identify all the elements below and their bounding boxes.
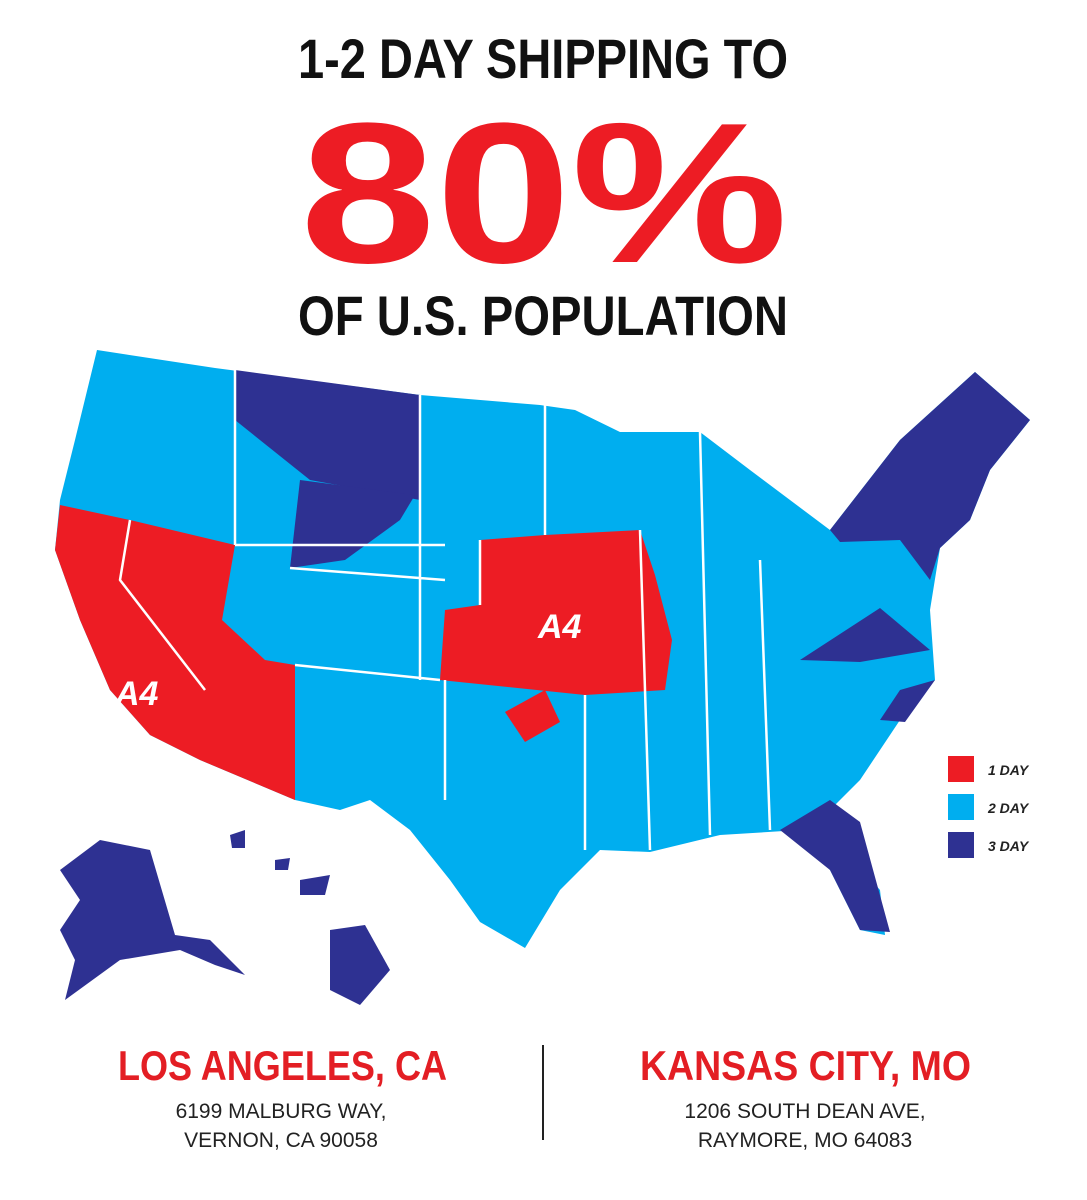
legend-label: 3 DAY: [988, 838, 1030, 854]
location-city: LOS ANGELES, CA: [118, 1042, 447, 1089]
location-address: 1206 SOUTH DEAN AVE,: [684, 1100, 925, 1123]
legend-swatch: [948, 794, 974, 820]
header-line: 1-2 DAY SHIPPING TO: [298, 27, 788, 90]
hawaii: [275, 858, 290, 870]
facility-marker: A4: [537, 608, 582, 646]
location-address: RAYMORE, MO 64083: [698, 1129, 912, 1152]
region-3-day: [800, 608, 930, 662]
legend-swatch: [948, 756, 974, 782]
legend-label: 2 DAY: [987, 800, 1030, 816]
header-line: OF U.S. POPULATION: [298, 284, 788, 347]
state-borders: [118, 370, 772, 851]
legend: 1 DAY 2 DAY 3 DAY: [948, 756, 1030, 858]
facility-marker: A4: [114, 675, 159, 713]
region-1-day: [505, 690, 560, 742]
legend-swatch: [948, 832, 974, 858]
location-address: VERNON, CA 90058: [184, 1129, 378, 1152]
hawaii: [330, 925, 390, 1005]
region-3-day: [880, 680, 935, 722]
header-highlight: 80%: [300, 82, 788, 305]
location-city: KANSAS CITY, MO: [640, 1042, 971, 1089]
us-map: A4 A4: [55, 350, 1030, 1005]
region-3-day: [830, 372, 1030, 580]
region-1-day: [440, 530, 672, 695]
alaska: [60, 840, 245, 1000]
region-3-day: [780, 800, 890, 932]
region-3-day: [235, 370, 420, 500]
legend-label: 1 DAY: [988, 762, 1030, 778]
hawaii: [230, 830, 245, 848]
hawaii: [300, 875, 330, 895]
location-address: 6199 MALBURG WAY,: [176, 1100, 387, 1123]
